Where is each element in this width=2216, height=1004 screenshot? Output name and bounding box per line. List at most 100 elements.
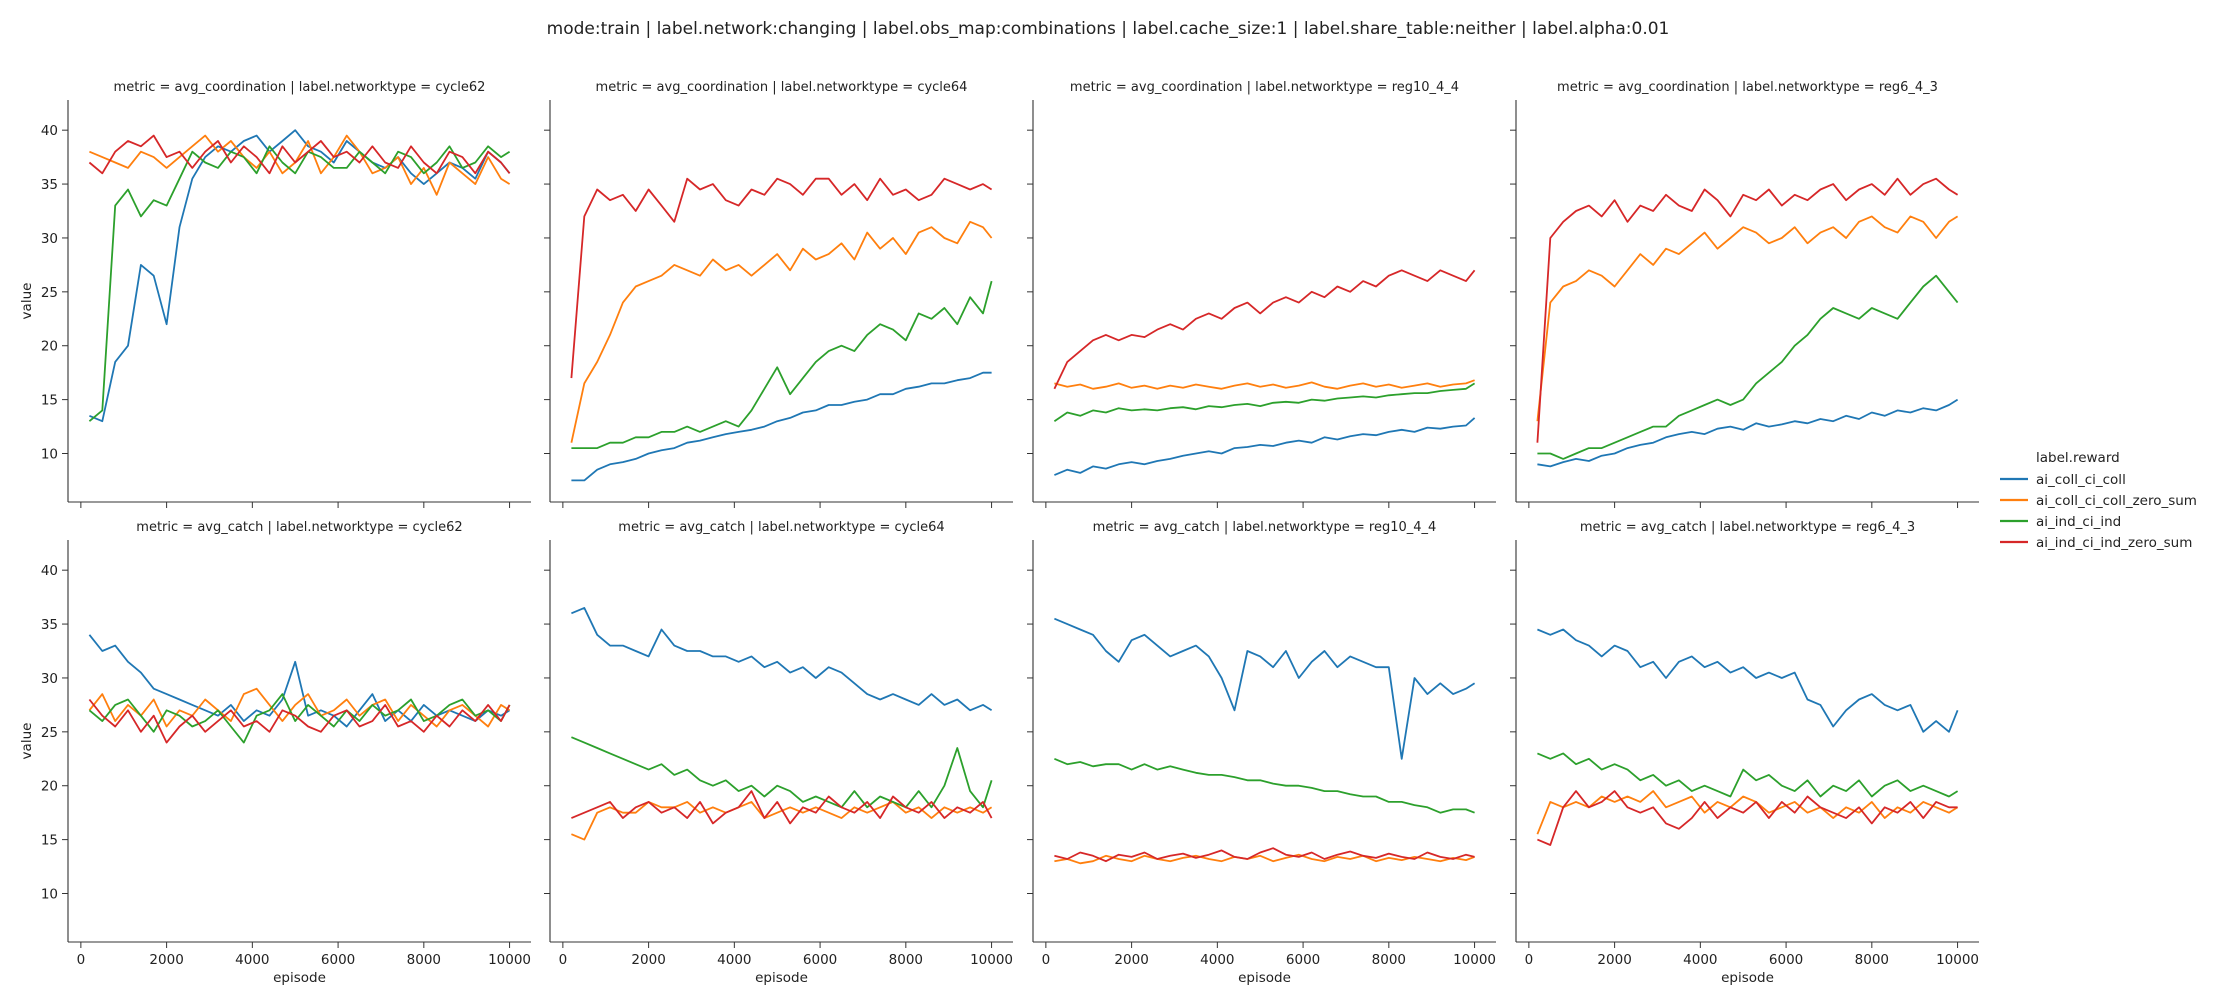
y-tick-label: 15 — [41, 393, 58, 409]
y-tick-label: 10 — [41, 447, 58, 463]
series-line-ai_ind_ci_ind — [1537, 274, 1959, 460]
series-line-ai_coll_ci_coll_zero_sum — [88, 687, 511, 728]
legend-entry: ai_ind_ci_ind — [2000, 514, 2121, 530]
series-line-ai_ind_ci_ind — [88, 693, 511, 744]
facet-panel: metric = avg_coordination | label.networ… — [544, 80, 1013, 508]
x-tick-label: 10000 — [1936, 952, 1979, 968]
y-tick-label: 35 — [41, 177, 58, 193]
series-line-ai_coll_ci_coll — [1537, 628, 1959, 733]
x-tick-label: 4000 — [717, 952, 751, 968]
legend-label: ai_coll_ci_coll — [2036, 472, 2126, 488]
panel-series — [1053, 269, 1476, 476]
x-axis-label: episode — [1721, 970, 1774, 986]
legend-entry: ai_coll_ci_coll — [2000, 472, 2126, 488]
y-tick-label: 35 — [41, 617, 58, 633]
legend-label: ai_ind_ci_ind — [2036, 514, 2121, 530]
series-line-ai_ind_ci_ind_zero_sum — [1053, 269, 1476, 390]
panel-series — [88, 634, 511, 744]
panel-title: metric = avg_coordination | label.networ… — [1557, 80, 1938, 95]
panel-series — [1054, 617, 1476, 865]
y-tick-label: 30 — [41, 671, 58, 687]
x-tick-label: 6000 — [1769, 952, 1803, 968]
panel-title: metric = avg_catch | label.networktype =… — [1093, 520, 1437, 535]
series-line-ai_coll_ci_coll — [571, 371, 992, 482]
facet-grid: metric = avg_coordination | label.networ… — [19, 80, 1979, 986]
figure-suptitle: mode:train | label.network:changing | la… — [547, 19, 1670, 39]
series-line-ai_coll_ci_coll — [88, 634, 511, 728]
facet-panel: metric = avg_catch | label.networktype =… — [544, 520, 1013, 986]
panel-series — [1536, 628, 1959, 846]
y-tick-label: 10 — [41, 887, 58, 903]
legend-label: ai_ind_ci_ind_zero_sum — [2036, 535, 2192, 551]
series-line-ai_coll_ci_coll_zero_sum — [570, 220, 993, 443]
x-tick-label: 10000 — [970, 952, 1013, 968]
x-axis-label: episode — [273, 970, 326, 986]
legend-label: ai_coll_ci_coll_zero_sum — [2036, 493, 2197, 509]
legend-title: label.reward — [2036, 450, 2120, 466]
series-line-ai_ind_ci_ind_zero_sum — [1054, 847, 1475, 863]
series-line-ai_coll_ci_coll — [1054, 417, 1476, 476]
legend-entry: ai_coll_ci_coll_zero_sum — [2000, 493, 2197, 509]
y-axis-label: value — [19, 723, 35, 760]
y-tick-label: 15 — [41, 833, 58, 849]
y-tick-label: 40 — [41, 123, 58, 139]
x-tick-label: 6000 — [321, 952, 355, 968]
panel-series — [571, 607, 993, 841]
series-line-ai_coll_ci_coll — [571, 607, 993, 712]
facet-panel: metric = avg_catch | label.networktype =… — [1027, 520, 1496, 986]
series-line-ai_coll_ci_coll — [1054, 617, 1476, 760]
series-line-ai_coll_ci_coll_zero_sum — [571, 801, 993, 841]
panel-series — [1536, 177, 1959, 468]
series-line-ai_ind_ci_ind_zero_sum — [1536, 177, 1959, 443]
series-line-ai_ind_ci_ind_zero_sum — [570, 177, 993, 379]
series-line-ai_ind_ci_ind_zero_sum — [88, 134, 511, 175]
y-axis-label: value — [19, 283, 35, 320]
series-line-ai_coll_ci_coll — [1537, 398, 1959, 468]
x-tick-label: 8000 — [407, 952, 441, 968]
x-tick-label: 6000 — [803, 952, 837, 968]
facet-panel: metric = avg_catch | label.networktype =… — [19, 520, 531, 986]
x-tick-label: 2000 — [1597, 952, 1631, 968]
panel-title: metric = avg_coordination | label.networ… — [596, 80, 968, 95]
series-line-ai_ind_ci_ind_zero_sum — [571, 790, 993, 825]
panel-title: metric = avg_catch | label.networktype =… — [1580, 520, 1915, 535]
series-line-ai_ind_ci_ind — [1054, 757, 1475, 814]
panel-title: metric = avg_catch | label.networktype =… — [136, 520, 462, 535]
facet-panel: metric = avg_coordination | label.networ… — [19, 80, 531, 508]
facet-panel: metric = avg_coordination | label.networ… — [1510, 80, 1979, 508]
x-tick-label: 2000 — [149, 952, 183, 968]
x-tick-label: 8000 — [889, 952, 923, 968]
series-line-ai_coll_ci_coll_zero_sum — [1536, 790, 1959, 835]
y-tick-label: 20 — [41, 339, 58, 355]
panel-title: metric = avg_coordination | label.networ… — [114, 80, 486, 95]
x-axis-label: episode — [1238, 970, 1291, 986]
panel-title: metric = avg_catch | label.networktype =… — [618, 520, 944, 535]
legend: label.reward ai_coll_ci_coll ai_coll_ci_c… — [2000, 450, 2197, 551]
series-line-ai_ind_ci_ind — [571, 736, 993, 809]
series-line-ai_ind_ci_ind — [88, 145, 511, 422]
legend-entry: ai_ind_ci_ind_zero_sum — [2000, 535, 2192, 551]
x-tick-label: 0 — [559, 952, 568, 968]
x-tick-label: 2000 — [631, 952, 665, 968]
x-tick-label: 8000 — [1372, 952, 1406, 968]
series-line-ai_coll_ci_coll_zero_sum — [1054, 379, 1475, 390]
x-tick-label: 2000 — [1114, 952, 1148, 968]
series-line-ai_ind_ci_ind — [1053, 382, 1476, 422]
x-tick-label: 6000 — [1286, 952, 1320, 968]
panel-series — [88, 129, 511, 423]
facet-panel: metric = avg_coordination | label.networ… — [1027, 80, 1496, 508]
series-line-ai_coll_ci_coll_zero_sum — [89, 134, 511, 196]
x-tick-label: 0 — [1042, 952, 1051, 968]
x-axis-label: episode — [755, 970, 808, 986]
x-tick-label: 4000 — [235, 952, 269, 968]
series-line-ai_coll_ci_coll_zero_sum — [1536, 215, 1959, 422]
y-tick-label: 25 — [41, 725, 58, 741]
panel-title: metric = avg_coordination | label.networ… — [1070, 80, 1459, 95]
series-line-ai_ind_ci_ind — [571, 280, 993, 450]
x-tick-label: 4000 — [1683, 952, 1717, 968]
x-tick-label: 4000 — [1200, 952, 1234, 968]
x-tick-label: 10000 — [1453, 952, 1496, 968]
y-tick-label: 30 — [41, 231, 58, 247]
